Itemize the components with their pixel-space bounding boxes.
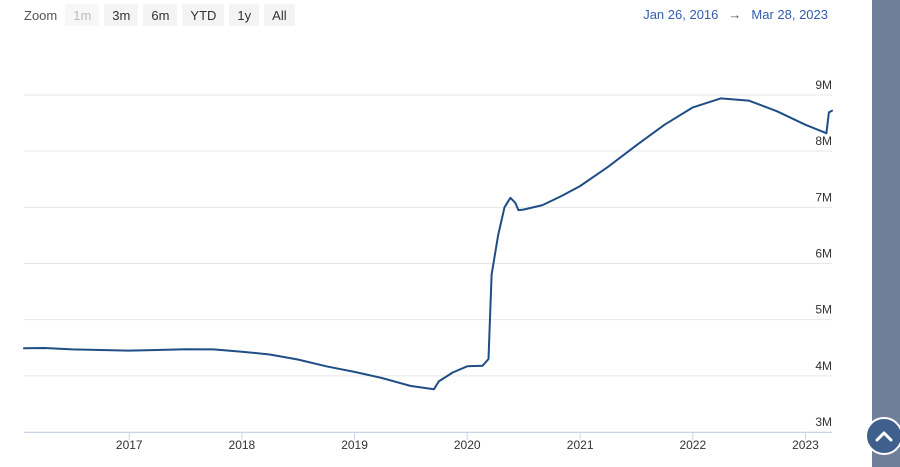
y-tick-label: 8M	[815, 134, 832, 148]
zoom-3m-button[interactable]: 3m	[104, 4, 139, 26]
grid-lines	[24, 94, 832, 433]
y-tick-label: 7M	[815, 190, 832, 204]
y-tick-label: 3M	[815, 415, 832, 429]
zoom-1m-button[interactable]: 1m	[65, 4, 100, 26]
x-tick-label: 2021	[567, 438, 594, 452]
y-tick-label: 6M	[815, 247, 832, 261]
zoom-ytd-button[interactable]: YTD	[182, 4, 225, 26]
series-line	[23, 97, 833, 391]
date-range-from[interactable]: Jan 26, 2016	[643, 7, 719, 22]
side-panel	[872, 0, 900, 467]
zoom-1y-button[interactable]: 1y	[229, 4, 260, 26]
x-tick-label: 2020	[454, 438, 481, 452]
x-axis: 2017 2018 2019 2020 2021 2022 2023	[24, 432, 832, 452]
x-tick-label: 2018	[229, 438, 256, 452]
zoom-label: Zoom	[24, 7, 58, 23]
x-tick-label: 2019	[341, 438, 368, 452]
line-chart: 2017 2018 2019 2020 2021 2022 2023 3M 4M 5M 6M 7M 8…	[23, 78, 833, 452]
zoom-6m-button[interactable]: 6m	[143, 4, 178, 26]
x-tick-label: 2017	[116, 438, 143, 452]
scroll-to-top-button[interactable]	[865, 417, 900, 455]
date-range-to[interactable]: Mar 28, 2023	[751, 7, 828, 22]
x-tick-label: 2022	[679, 438, 706, 452]
y-tick-label: 5M	[815, 303, 832, 317]
y-axis: 3M 4M 5M 6M 7M 8M 9M	[815, 78, 832, 429]
y-tick-label: 9M	[815, 78, 832, 92]
date-range: Jan 26, 2016 → Mar 28, 2023	[643, 7, 828, 22]
date-range-arrow-icon: →	[728, 7, 742, 22]
y-tick-label: 4M	[815, 359, 832, 373]
chevron-up-icon	[875, 431, 893, 442]
series-group	[23, 97, 833, 391]
range-selector: Zoom 1m 3m 6m YTD 1y All	[24, 4, 300, 26]
zoom-all-button[interactable]: All	[264, 4, 295, 26]
x-tick-label: 2023	[792, 438, 819, 452]
